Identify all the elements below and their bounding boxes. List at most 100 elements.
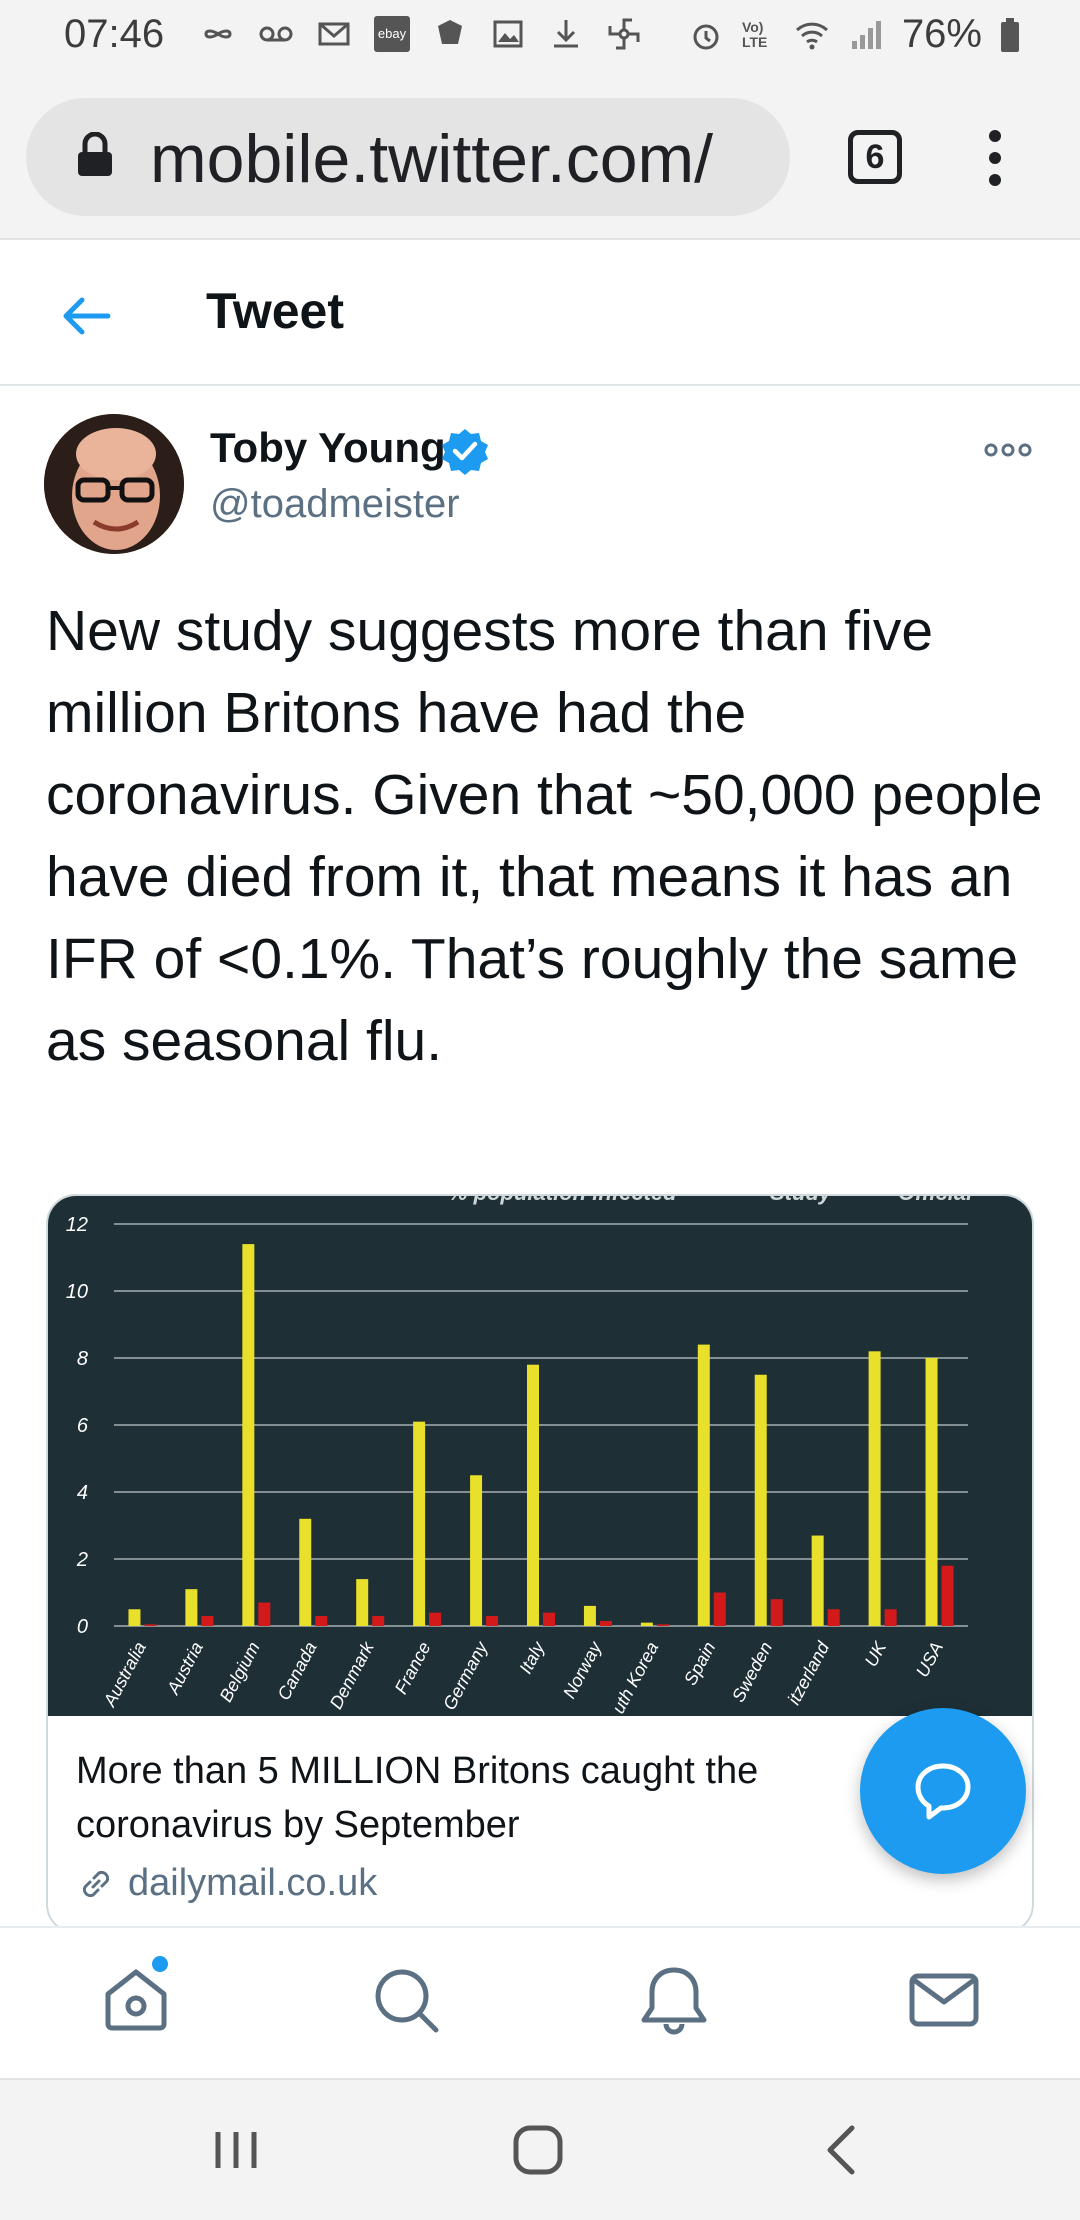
chart-bar [884, 1609, 897, 1626]
chart-bar [697, 1344, 710, 1626]
recent-apps-icon[interactable] [206, 2120, 266, 2180]
more-options-icon[interactable] [984, 440, 1032, 460]
card-chart-image: % population infected Study Official 0 2 4 6 8 1… [48, 1196, 1032, 1716]
author-name[interactable]: Toby Young [210, 424, 446, 471]
chart-bar [656, 1624, 669, 1626]
chart-bar [258, 1602, 271, 1626]
chart-x-tick-label: Sweden [728, 1638, 776, 1705]
chart-bar [201, 1615, 214, 1626]
chart-x-tick-label: Denmark [326, 1638, 378, 1713]
chart-x-tick-label: UK [861, 1638, 891, 1670]
chart-header-text: Study [770, 1196, 833, 1205]
chart-x-tick-label: Australia [99, 1638, 150, 1710]
avatar-image [44, 414, 184, 554]
ebay-icon: ebay [374, 16, 410, 52]
card-domain-row: dailymail.co.uk [76, 1862, 377, 1905]
chart-y-tick-label: 10 [66, 1281, 88, 1303]
chart-bar [868, 1351, 881, 1626]
reply-bubble-icon [915, 1763, 971, 1820]
chart-bar [299, 1518, 312, 1626]
chart-y-tick-label: 2 [76, 1549, 88, 1571]
android-navigation-bar [0, 2078, 1080, 2220]
back-button-icon[interactable] [812, 2120, 872, 2180]
chart-bar [583, 1605, 596, 1626]
chart-bar [429, 1612, 442, 1626]
notifications-bell-icon[interactable] [636, 1962, 712, 2038]
chart-bar [470, 1475, 483, 1626]
chart-x-tick-label: Belgium [216, 1638, 264, 1705]
chart-bar [925, 1358, 938, 1626]
tweet-text: New study suggests more than five millio… [46, 599, 1043, 1073]
messages-mail-icon[interactable] [906, 1962, 982, 2038]
author-handle[interactable]: @toadmeister [210, 482, 460, 526]
chart-bar [128, 1609, 141, 1626]
gmail-icon [318, 22, 350, 46]
link-icon [82, 1870, 110, 1897]
chart-x-tick-label: itzerland [784, 1638, 834, 1708]
avatar[interactable] [44, 414, 184, 554]
chart-x-tick-label: Austria [162, 1638, 206, 1698]
url-text: mobile.twitter.com/ [150, 121, 714, 197]
pinwheel-icon [608, 18, 640, 50]
bottom-navigation [0, 1926, 1080, 2078]
chart-bar [356, 1579, 369, 1626]
chart-bar [599, 1620, 612, 1626]
chart-x-tick-label: uth Korea [608, 1638, 662, 1716]
chart-x-tick-label: Spain [680, 1638, 719, 1688]
chart-x-tick-label: Italy [515, 1638, 549, 1677]
home-icon[interactable] [98, 1962, 174, 2038]
chart-bar [372, 1615, 385, 1626]
notification-icons: ebay [200, 16, 642, 52]
status-time: 07:46 [64, 12, 165, 56]
chart-bar [941, 1565, 954, 1626]
back-arrow-icon[interactable] [56, 286, 116, 346]
chart-bar [543, 1612, 555, 1626]
home-button-icon[interactable] [508, 2120, 568, 2180]
voicemail-icon [259, 26, 293, 42]
chart-bar [486, 1615, 499, 1626]
chart-x-tick-label: Canada [274, 1638, 321, 1703]
system-indicators: Vo) LTE 76% [688, 12, 1020, 57]
chart-bar [754, 1374, 767, 1626]
chart-bar [527, 1364, 539, 1626]
chart-header-text: Official [898, 1196, 973, 1205]
chart-x-tick-label: France [391, 1638, 435, 1697]
app-icon [438, 20, 462, 44]
card-domain: dailymail.co.uk [128, 1862, 378, 1904]
new-content-dot [152, 1956, 168, 1972]
tweet-page-header: Tweet [0, 240, 1080, 386]
download-icon [554, 20, 578, 48]
chart-x-tick-label: USA [912, 1638, 947, 1680]
chart-bar [242, 1244, 255, 1626]
chart-y-tick-label: 6 [77, 1415, 89, 1437]
search-icon[interactable] [368, 1962, 444, 2038]
compose-reply-button[interactable] [860, 1708, 1026, 1874]
chart-header-text: % population infected [448, 1196, 677, 1205]
card-title: More than 5 MILLION Britons caught the c… [76, 1750, 759, 1846]
chart-x-tick-label: Germany [439, 1638, 492, 1714]
chart-bar [770, 1599, 783, 1626]
infinity-icon [204, 29, 232, 39]
chart-y-tick-label: 8 [77, 1348, 88, 1370]
chart-bar [185, 1589, 198, 1626]
status-bar: 07:46 ebay Vo) LTE 76% [0, 0, 1080, 72]
page-title: Tweet [206, 283, 344, 339]
bar-chart: % population infected Study Official 0 2 4 6 8 1… [66, 1196, 973, 1716]
lock-icon [78, 132, 112, 176]
chart-bar [713, 1592, 726, 1626]
gallery-icon [493, 20, 523, 48]
alarm-icon [693, 24, 719, 49]
chart-y-tick-label: 0 [77, 1616, 88, 1638]
volte-icon: Vo) LTE [741, 18, 768, 50]
chart-bar [144, 1624, 157, 1626]
chart-bar [413, 1421, 426, 1626]
overflow-menu-icon[interactable] [980, 128, 1010, 188]
chart-bar [640, 1622, 653, 1626]
chart-bar [811, 1535, 824, 1626]
verified-badge-icon [442, 429, 488, 475]
tab-switcher-button[interactable]: 6 [848, 130, 902, 184]
battery-percentage: 76% [901, 12, 982, 56]
address-bar[interactable]: mobile.twitter.com/ [26, 98, 790, 216]
chart-bar [827, 1609, 840, 1626]
browser-toolbar: mobile.twitter.com/ 6 [0, 72, 1080, 240]
